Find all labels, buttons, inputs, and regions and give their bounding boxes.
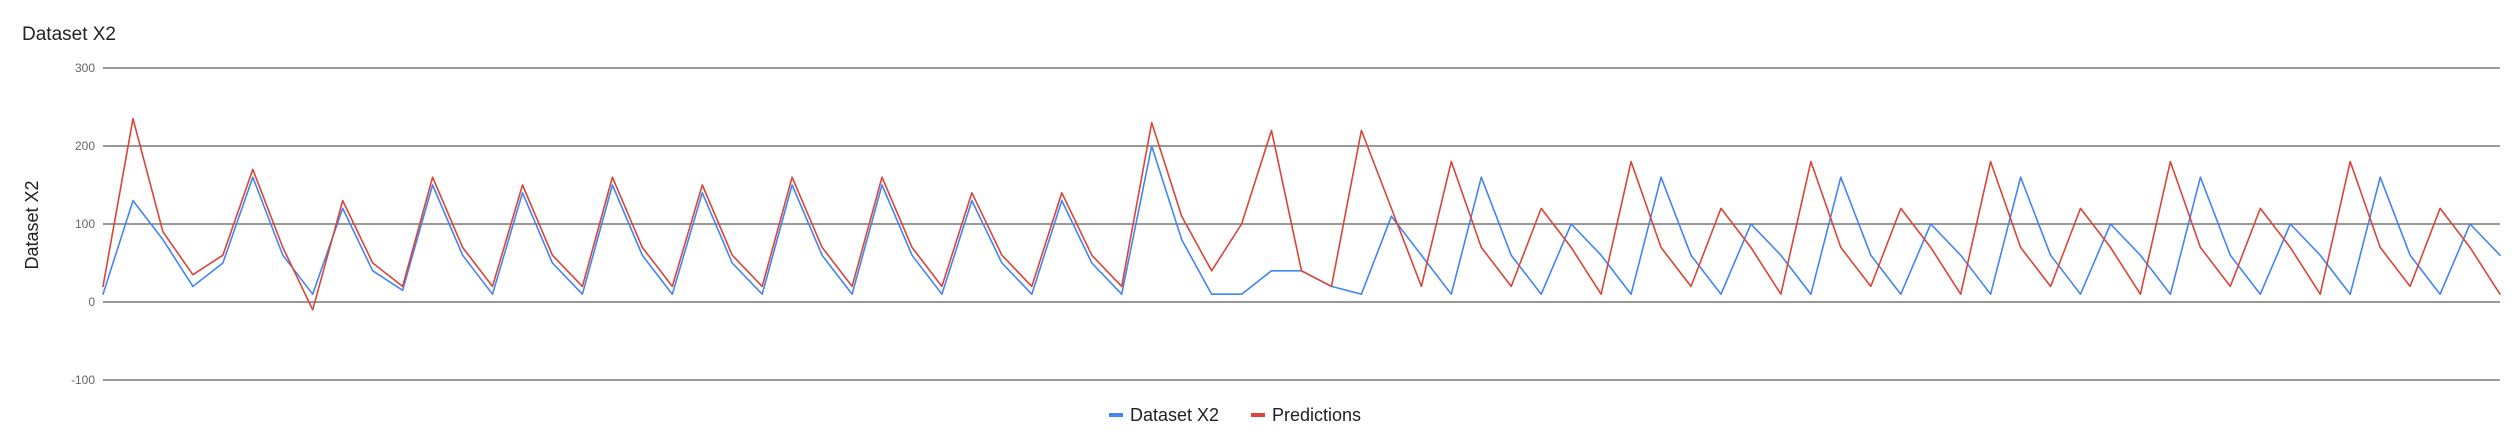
series-lines: [102, 117, 2501, 311]
gridlines: [103, 67, 2500, 381]
legend[interactable]: Dataset X2 Predictions: [1109, 405, 1361, 425]
y-tick-label: 100: [75, 217, 95, 231]
legend-label: Dataset X2: [1130, 405, 1219, 425]
y-tick-label: 300: [75, 61, 95, 75]
y-tick-label: -100: [71, 373, 95, 387]
y-tick-labels: 300 200 100 0 -100: [71, 61, 95, 387]
y-tick-label: 0: [88, 295, 95, 309]
series-line-dataset-x2: [102, 145, 2501, 296]
series-line-predictions: [102, 117, 2501, 311]
y-axis-label: Dataset X2: [22, 180, 42, 269]
legend-item-predictions[interactable]: Predictions: [1251, 405, 1361, 425]
y-tick-label: 200: [75, 139, 95, 153]
legend-label: Predictions: [1272, 405, 1361, 425]
legend-item-dataset-x2[interactable]: Dataset X2: [1109, 405, 1219, 425]
chart-title: Dataset X2: [22, 24, 116, 45]
